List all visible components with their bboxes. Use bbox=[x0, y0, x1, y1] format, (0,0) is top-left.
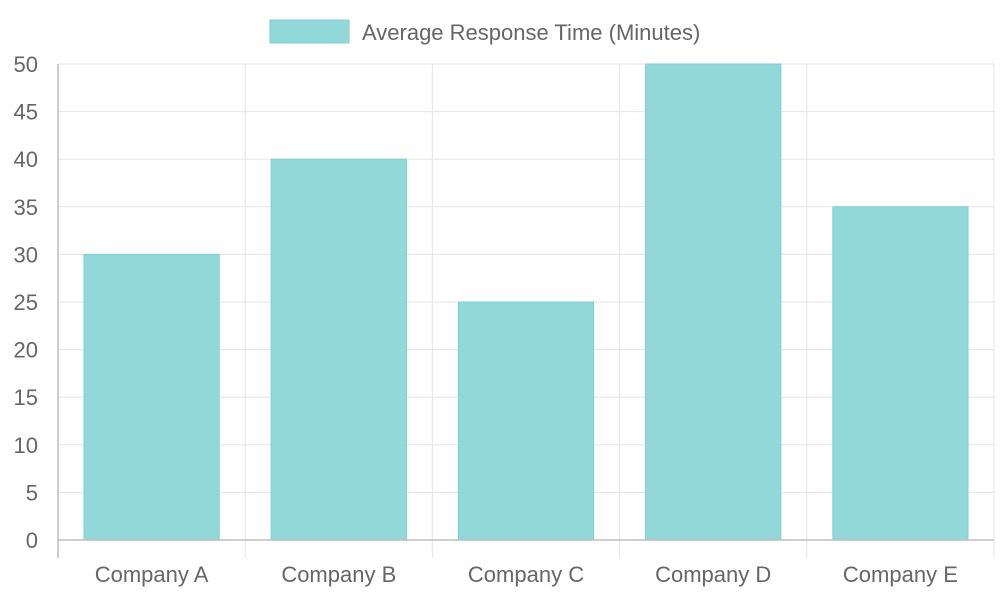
y-tick-label: 15 bbox=[14, 385, 38, 410]
y-tick-label: 30 bbox=[14, 242, 38, 267]
bar bbox=[457, 301, 595, 541]
y-tick-label: 50 bbox=[14, 52, 38, 77]
y-tick-label: 10 bbox=[14, 433, 38, 458]
bar bbox=[270, 158, 407, 541]
bar bbox=[83, 253, 220, 541]
x-tick-label: Company E bbox=[843, 562, 958, 587]
labels-layer: 0 5 10 15 20 25 30 35 40 45 50 Company A Company B Co… bbox=[14, 52, 958, 587]
y-tick-label: 5 bbox=[26, 480, 38, 505]
bar bbox=[832, 206, 969, 541]
y-tick-label: 40 bbox=[14, 147, 38, 172]
x-tick-label: Company D bbox=[655, 562, 771, 587]
x-tick-label: Company B bbox=[281, 562, 396, 587]
x-tick-label: Company A bbox=[95, 562, 209, 587]
legend: Average Response Time (Minutes) bbox=[269, 19, 700, 45]
bar bbox=[645, 63, 782, 541]
bars-layer bbox=[83, 63, 969, 541]
legend-swatch bbox=[269, 19, 350, 44]
y-tick-label: 35 bbox=[14, 195, 38, 220]
legend-label: Average Response Time (Minutes) bbox=[362, 20, 700, 45]
y-tick-label: 45 bbox=[14, 100, 38, 125]
y-tick-label: 25 bbox=[14, 290, 38, 315]
y-tick-label: 0 bbox=[26, 528, 38, 553]
y-tick-label: 20 bbox=[14, 338, 38, 363]
axis-layer bbox=[57, 64, 994, 558]
x-tick-label: Company C bbox=[468, 562, 584, 587]
